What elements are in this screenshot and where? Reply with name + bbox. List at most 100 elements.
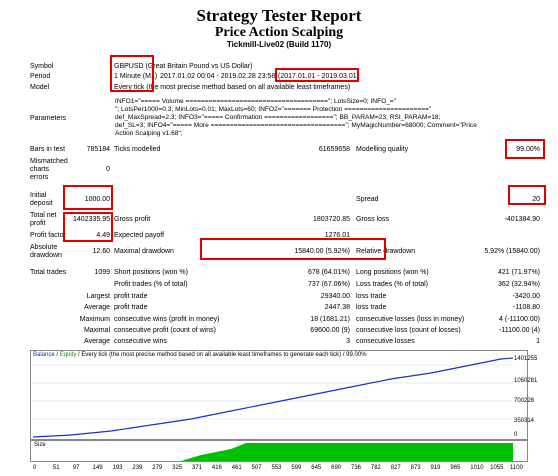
- legend-balance: Balance: [33, 352, 55, 358]
- x-tick-label: 873: [410, 465, 421, 471]
- x-tick-label: 1055: [490, 465, 504, 471]
- expected-payoff-label: Expected payoff: [114, 232, 165, 239]
- x-tick-label: 599: [291, 465, 302, 471]
- average-losses-label: consecutive losses: [356, 338, 415, 345]
- parameters-line: def_SL=3; INFO4="===== More ============…: [115, 122, 477, 129]
- maximal-loss-value: -11100.00 (4): [499, 327, 540, 334]
- x-tick-label: 193: [112, 465, 123, 471]
- net-profit-label: profit: [30, 220, 46, 227]
- chart-legend: Balance / Equity / Every tick (the most …: [33, 352, 367, 358]
- x-tick-label: 1100: [510, 465, 523, 471]
- total-trades-label: Total trades: [30, 269, 67, 276]
- quality-value: 99.00%: [516, 146, 540, 153]
- balance-chart-svg: [31, 357, 514, 438]
- period-label: Period: [30, 73, 51, 80]
- x-tick-label: 97: [72, 465, 80, 471]
- average-profit-label: profit trade: [114, 304, 148, 311]
- gross-profit-label: Gross profit: [114, 216, 151, 223]
- report-title: Strategy Tester Report: [196, 6, 362, 25]
- period-range: 2017.01.02 00:04 - 2019.02.28 23:58: [160, 73, 276, 80]
- size-chart: Size: [30, 440, 528, 462]
- x-tick-label: 965: [450, 465, 461, 471]
- highlight-deposit-box: [63, 185, 113, 210]
- balance-chart: [30, 350, 528, 440]
- absolute-drawdown-label: drawdown: [30, 252, 62, 259]
- parameters-label: Parameters: [30, 115, 67, 122]
- maximal-profit-label: consecutive profit (count of wins): [114, 327, 216, 334]
- largest-label: Largest: [86, 293, 110, 300]
- gross-loss-value: -401384.90: [504, 216, 540, 223]
- parameters-line: "; LotsPer1000=0.3; MinLots=0.01; MaxLot…: [115, 106, 432, 113]
- period-dates: (2017.01.01 - 2019.03.01): [278, 73, 359, 80]
- absolute-drawdown-value: 12.60: [92, 248, 110, 255]
- net-profit-value: 1402335.95: [73, 216, 110, 223]
- x-tick-label: 416: [211, 465, 222, 471]
- gross-profit-value: 1803720.85: [313, 216, 350, 223]
- legend-equity: Equity: [59, 352, 77, 358]
- average-consecutive-label: Average: [84, 338, 110, 345]
- profit-trades-label: Profit trades (% of total): [114, 281, 188, 288]
- average-profit-value: 2447.38: [324, 304, 350, 311]
- ea-name: Price Action Scalping: [214, 25, 344, 40]
- parameters-line: def_MaxSpread=2.3; INFO3="===== Confirma…: [115, 114, 441, 121]
- average-losses-value: 1: [536, 338, 540, 345]
- profit-factor-value: 4.49: [96, 232, 110, 239]
- quality-label: Modelling quality: [356, 146, 409, 153]
- mismatched-label: errors: [30, 174, 49, 181]
- expected-payoff-value: 1276.01: [324, 232, 350, 239]
- bars-value: 785184: [86, 146, 110, 153]
- highlight-spread-box: [508, 185, 546, 205]
- x-tick-label: 736: [351, 465, 362, 471]
- x-tick-label: 239: [132, 465, 143, 471]
- absolute-drawdown-label: Absolute: [30, 244, 58, 251]
- size-chart-svg: [181, 443, 513, 461]
- average-wins-value: 3: [346, 338, 350, 345]
- maximum-losses-value: 4 (-11100.00): [499, 316, 540, 323]
- total-trades-value: 1099: [94, 269, 110, 276]
- maximal-label: Maximal: [83, 327, 110, 334]
- average-loss-label: loss trade: [356, 304, 387, 311]
- mismatched-value: 0: [106, 166, 110, 173]
- size-label: Size: [34, 442, 46, 448]
- maximum-label: Maximum: [79, 316, 110, 323]
- average-wins-label: consecutive wins: [114, 338, 167, 345]
- mismatched-label: Mismatched: [30, 158, 68, 165]
- x-tick-label: 279: [152, 465, 163, 471]
- short-positions-value: 678 (64.01%): [307, 269, 350, 276]
- x-tick-label: 782: [370, 465, 381, 471]
- maximum-wins-label: consecutive wins (profit in money): [114, 316, 220, 323]
- spread-label: Spread: [356, 196, 379, 203]
- parameters-text: INFO1="===== Volume ====================…: [115, 98, 545, 138]
- model-value: Every tick (the most precise method base…: [114, 84, 351, 91]
- server-build: Tickmill-Live02 (Build 1170): [226, 40, 332, 49]
- y-tick-label: 350314: [514, 418, 535, 424]
- maximal-loss-label: consecutive loss (count of losses): [356, 327, 461, 334]
- highlight-quality-box: [505, 139, 545, 159]
- x-tick-label: 507: [251, 465, 262, 471]
- loss-trades-value: 362 (32.94%): [497, 281, 540, 288]
- parameters-line: Action Scalping v1.68";: [115, 130, 183, 137]
- maximum-losses-label: consecutive losses (loss in money): [356, 316, 465, 323]
- relative-drawdown-value: 5.92% (15840.00): [484, 248, 540, 255]
- short-positions-label: Short positions (won %): [114, 269, 188, 276]
- gross-loss-label: Gross loss: [356, 216, 390, 223]
- spread-value: 20: [532, 196, 540, 203]
- x-tick-label: 645: [311, 465, 322, 471]
- largest-loss-value: -3420.00: [512, 293, 540, 300]
- y-tick-label: 1050281: [514, 378, 538, 384]
- x-tick-label: 325: [172, 465, 183, 471]
- largest-profit-label: profit trade: [114, 293, 148, 300]
- initial-deposit-label: deposit: [30, 200, 53, 207]
- largest-profit-value: 29340.00: [320, 293, 350, 300]
- x-tick-label: 827: [390, 465, 401, 471]
- model-label: Model: [30, 84, 50, 91]
- parameters-line: INFO1="===== Volume ====================…: [115, 98, 397, 105]
- balance-line: [32, 357, 514, 438]
- maximal-drawdown-value: 15840.00 (5.92%): [294, 248, 350, 255]
- x-tick-label: 371: [192, 465, 203, 471]
- profit-trades-value: 737 (67.06%): [307, 281, 350, 288]
- highlight-symbol-box: [110, 55, 154, 92]
- y-tick-label: 700228: [514, 398, 535, 404]
- ticks-label: Ticks modelled: [114, 146, 161, 153]
- x-tick-label: 690: [331, 465, 342, 471]
